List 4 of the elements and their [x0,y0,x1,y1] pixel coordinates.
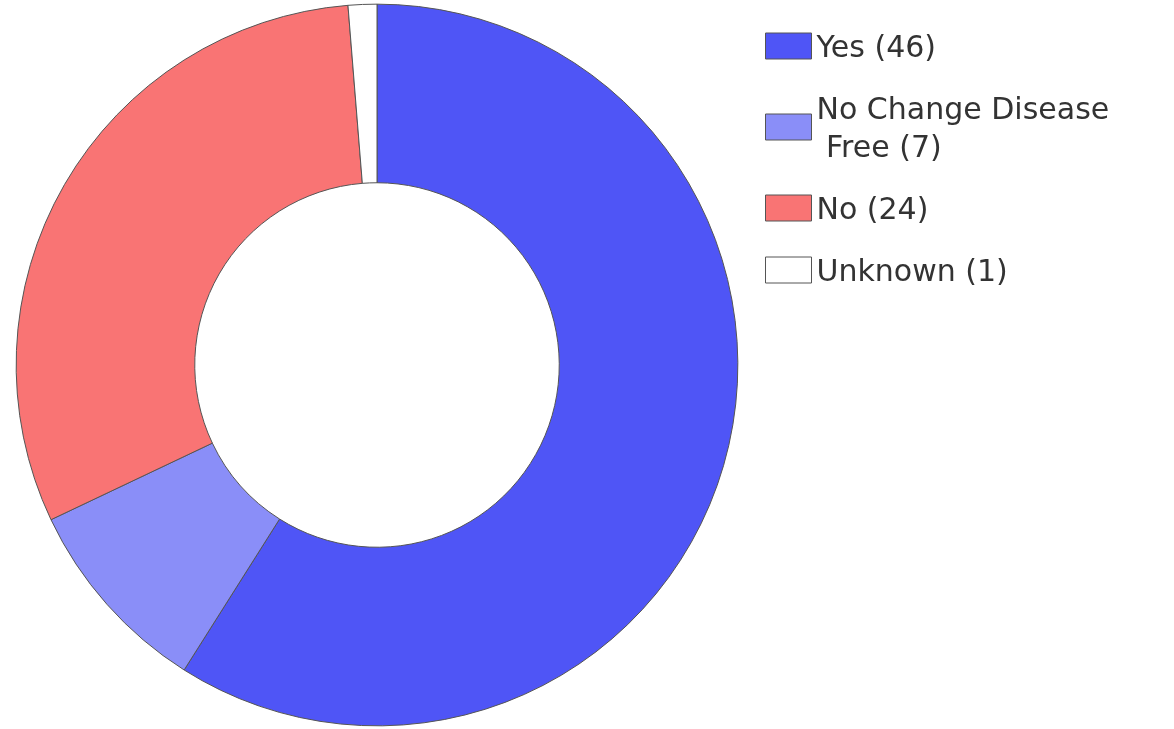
legend-label: No (24) [816,190,929,226]
legend-label: No Change Disease Free (7) [816,90,1110,164]
legend-label: Unknown (1) [816,252,1008,288]
legend-label: Yes (46) [815,28,937,64]
